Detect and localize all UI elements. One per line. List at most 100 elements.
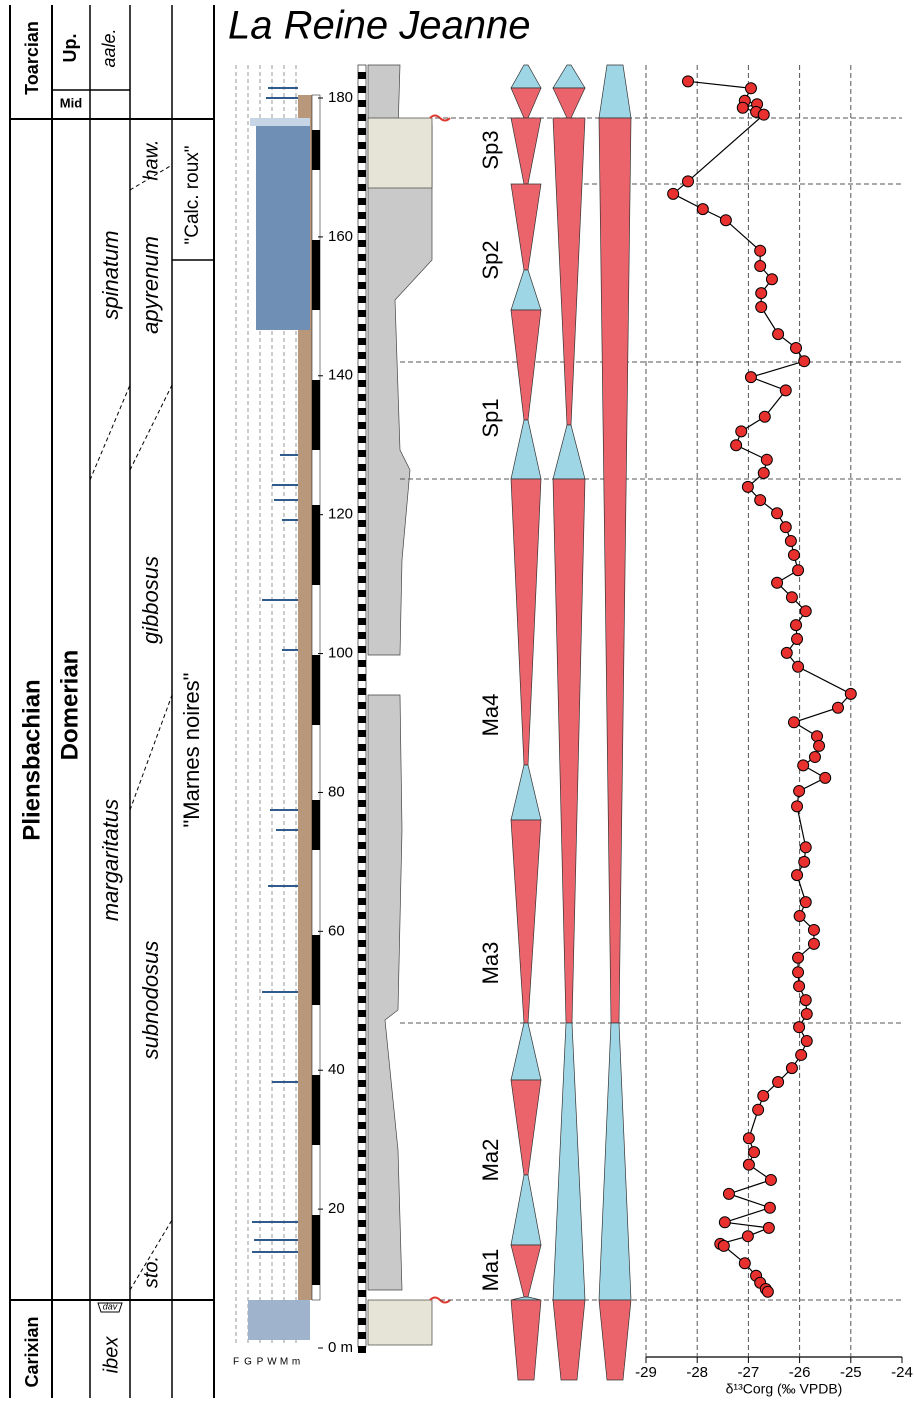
data-point — [808, 751, 821, 764]
checker-cell — [358, 310, 366, 317]
y-tick-label: 60 — [328, 922, 345, 939]
checker-cell — [358, 212, 366, 219]
checker-cell — [358, 996, 366, 1003]
checker-cell — [358, 576, 366, 583]
checker-cell — [358, 436, 366, 443]
checker-cell — [358, 450, 366, 457]
checker-cell — [358, 744, 366, 751]
checker-cell — [358, 884, 366, 891]
data-point — [799, 605, 812, 618]
checker-cell — [358, 772, 366, 779]
data-point — [722, 1187, 735, 1200]
y-tick-label: 40 — [328, 1061, 345, 1078]
checker-cell — [358, 114, 366, 121]
data-point — [779, 384, 792, 397]
data-point — [754, 260, 767, 273]
data-point — [791, 632, 804, 645]
checker-cell — [358, 1304, 366, 1311]
y-tick-label: 80 — [328, 783, 345, 800]
systems-tract — [510, 183, 542, 271]
data-point — [798, 355, 811, 368]
data-point — [755, 287, 768, 300]
data-point — [696, 203, 709, 216]
sequence-label: Sp2 — [478, 240, 503, 279]
checker-cell — [358, 380, 366, 387]
checker-cell — [358, 786, 366, 793]
checker-cell — [358, 170, 366, 177]
subzone-label: sto. — [140, 1256, 162, 1288]
systems-tract — [510, 64, 542, 89]
data-point — [741, 480, 754, 493]
systems-tract — [510, 117, 542, 185]
data-point — [752, 1103, 765, 1116]
subzone-label: apyrenum — [138, 236, 163, 334]
grain-label: W — [267, 1357, 277, 1368]
data-point — [844, 687, 857, 700]
data-point — [760, 453, 773, 466]
checker-cell — [358, 534, 366, 541]
data-point — [748, 1146, 761, 1159]
checker-cell — [358, 142, 366, 149]
y-tick-label: 0 m — [328, 1339, 353, 1356]
zone-label: spinatum — [98, 230, 123, 319]
data-point — [667, 187, 680, 200]
zone-label: aale. — [99, 28, 119, 67]
checker-cell — [358, 856, 366, 863]
data-point — [793, 910, 806, 923]
systems-tract — [510, 764, 542, 821]
data-point — [744, 371, 757, 384]
data-point — [791, 869, 804, 882]
data-point — [790, 619, 803, 632]
checker-cell — [358, 1080, 366, 1087]
checker-cell — [358, 1318, 366, 1325]
checker-cell — [358, 422, 366, 429]
stage-label: Carixian — [22, 1316, 42, 1387]
checker-cell — [358, 1220, 366, 1227]
checker-cell — [358, 800, 366, 807]
sequence-label: Ma1 — [478, 1249, 503, 1292]
data-point — [819, 771, 832, 784]
data-point — [807, 923, 820, 936]
systems-tract — [598, 1022, 632, 1301]
data-point — [742, 1158, 755, 1171]
data-point — [754, 244, 767, 257]
checker-cell — [358, 674, 366, 681]
checker-cell — [358, 520, 366, 527]
subzone-label: subnodosus — [138, 941, 163, 1060]
checker-cell — [358, 1276, 366, 1283]
checker-cell — [358, 198, 366, 205]
checker-cell — [358, 814, 366, 821]
systems-tract — [510, 1022, 542, 1081]
x-tick-label: -26 — [789, 1364, 811, 1381]
chart-title: La Reine Jeanne — [228, 4, 530, 48]
data-point — [793, 980, 806, 993]
subzone-label: dav — [103, 1301, 118, 1311]
checker-cell — [358, 282, 366, 289]
y-tick-label: 120 — [328, 506, 353, 523]
data-point — [811, 730, 824, 743]
checker-cell — [358, 1094, 366, 1101]
zone-label: ibex — [100, 1336, 122, 1374]
systems-tract — [510, 478, 542, 766]
checker-cell — [358, 604, 366, 611]
checker-cell — [358, 1192, 366, 1199]
checker-cell — [358, 1234, 366, 1241]
data-point — [717, 1239, 730, 1252]
substage-label: Mid — [60, 95, 82, 110]
checker-cell — [358, 1038, 366, 1045]
data-point — [757, 1089, 770, 1102]
systems-tract — [510, 819, 542, 1024]
data-point — [798, 855, 811, 868]
data-point — [772, 1076, 785, 1089]
checker-cell — [358, 646, 366, 653]
data-point — [718, 1216, 731, 1229]
checker-cell — [358, 940, 366, 947]
systems-tract — [552, 1022, 586, 1301]
sequence-label: Sp3 — [478, 130, 503, 169]
checker-cell — [358, 688, 366, 695]
checker-cell — [358, 1010, 366, 1017]
data-point — [784, 535, 797, 548]
data-point — [800, 1035, 813, 1048]
checker-cell — [358, 968, 366, 975]
